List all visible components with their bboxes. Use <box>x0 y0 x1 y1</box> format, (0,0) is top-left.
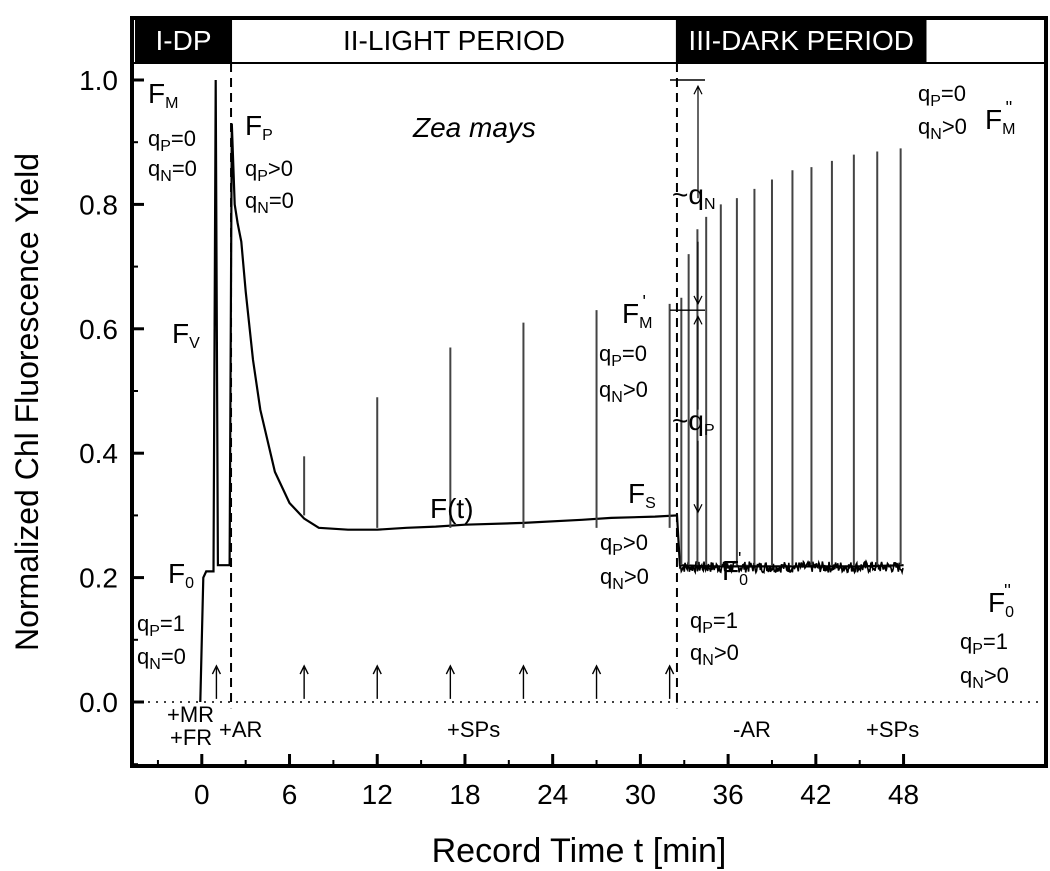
x-axis-title: Record Time t [min] <box>432 832 727 870</box>
phase-label-1: I-DP <box>156 25 212 56</box>
annotation-f0: F0 <box>168 558 194 592</box>
annotation-qpg-a: qP>0 <box>245 156 293 185</box>
annotation-qn0-c: qN=0 <box>245 188 294 217</box>
y-tick-label-5: 0.8 <box>79 189 118 220</box>
annotation-fv: FV <box>172 318 200 352</box>
annotation-qng-a: qN>0 <box>599 377 648 406</box>
annotation-qpg-b: qP>0 <box>600 530 648 559</box>
annotation-qng-c: qN>0 <box>690 640 739 669</box>
annotation-minus-ar: -AR <box>733 717 771 742</box>
pulse-arrows <box>211 664 675 699</box>
annotation-sps1: +SPs <box>447 717 500 742</box>
arrow-mark-5 <box>518 664 529 699</box>
annotation-qp0-c: qP=0 <box>918 81 966 110</box>
trace-line <box>199 79 904 703</box>
arrow-head <box>445 664 455 675</box>
arrow-mark-2 <box>299 664 309 699</box>
annotation-zea: Zea mays <box>412 112 536 143</box>
annotation-f02: F0'' <box>988 581 1014 621</box>
arrow-mark-7 <box>665 664 675 699</box>
x-tick-label-6: 30 <box>625 779 656 810</box>
data-series <box>199 79 904 703</box>
annotation-fm2: FM'' <box>985 98 1015 138</box>
x-tick-label-4: 18 <box>449 779 480 810</box>
phase-label-2: II-LIGHT PERIOD <box>343 25 565 56</box>
x-tick-label-2: 6 <box>282 779 298 810</box>
arrow-head <box>591 664 602 675</box>
annotation-fm1: FM' <box>622 292 652 332</box>
phase-label-3: III-DARK PERIOD <box>688 25 914 56</box>
y-axis-title: Normalized Chl Fluorescence Yield <box>9 153 45 651</box>
annotation-fp: FP <box>245 110 273 144</box>
dark-noise <box>679 559 904 576</box>
x-tick-label-7: 36 <box>713 779 744 810</box>
annotation-qp1-b: qP=1 <box>690 608 738 637</box>
arrow-head <box>372 664 382 675</box>
x-tick-label-5: 24 <box>537 779 568 810</box>
arrow-mark-3 <box>372 664 382 699</box>
arrow-mark-6 <box>591 664 602 699</box>
annotation-mr: +MR <box>167 702 214 727</box>
arrow-head <box>211 664 222 675</box>
arrow-head <box>299 664 309 675</box>
x-tick-label-1: 0 <box>194 779 210 810</box>
annotation-qn-bracket: ~qN <box>672 179 716 213</box>
x-tick-label-9: 48 <box>888 779 919 810</box>
annotation-ft: F(t) <box>430 493 474 524</box>
axes: 0.0 0.2 0.4 0.6 0.8 1.0 0 6 12 18 24 30 36 42 48 Record… <box>9 16 1048 870</box>
annotation-ar: +AR <box>219 717 262 742</box>
annotation-f01: F0' <box>722 549 748 589</box>
annotation-qng-d: qN>0 <box>918 114 967 143</box>
y-tick-label-6: 1.0 <box>79 65 118 96</box>
phase-band-1 <box>135 17 233 64</box>
phase-band-2 <box>230 17 678 64</box>
annotation-fr: +FR <box>170 725 212 750</box>
bracket-arrowhead-2 <box>693 295 703 306</box>
annotation-qp0-b: qP=0 <box>599 341 647 370</box>
x-tick-label-8: 42 <box>800 779 831 810</box>
y-tick-label-2: 0.2 <box>79 563 118 594</box>
annotation-qn0-b: qN=0 <box>137 644 186 673</box>
y-tick-label-1: 0.0 <box>79 687 118 718</box>
y-tick-label-3: 0.4 <box>79 438 118 469</box>
annotation-qn0-a: qN=0 <box>148 156 197 185</box>
annotation-qng-e: qN>0 <box>960 663 1009 692</box>
arrow-head <box>665 664 675 675</box>
x-tick-label-3: 12 <box>362 779 393 810</box>
y-tick-label-4: 0.6 <box>79 314 118 345</box>
phase-bands: I-DP II-LIGHT PERIOD III-DARK PERIOD <box>135 17 927 64</box>
annotation-sps2: +SPs <box>866 717 919 742</box>
annotation-qng-b: qN>0 <box>600 564 649 593</box>
annotation-qp-bracket: ~qP <box>672 405 715 439</box>
arrow-head <box>518 664 529 675</box>
bracket-arrowhead-3 <box>693 315 703 325</box>
annotation-qp1-a: qP=1 <box>137 611 185 640</box>
bracket-arrows <box>670 79 705 514</box>
annotation-qp0-a: qP=0 <box>148 126 196 155</box>
annotation-fs: FS <box>628 478 656 512</box>
bracket-arrowhead-1 <box>693 84 703 95</box>
annotation-fm: FM <box>148 78 178 112</box>
arrow-mark-4 <box>445 664 455 699</box>
annotation-qp1-c: qP=1 <box>960 629 1008 658</box>
arrow-mark-1 <box>211 664 222 699</box>
bracket-arrowhead-4 <box>693 504 703 514</box>
